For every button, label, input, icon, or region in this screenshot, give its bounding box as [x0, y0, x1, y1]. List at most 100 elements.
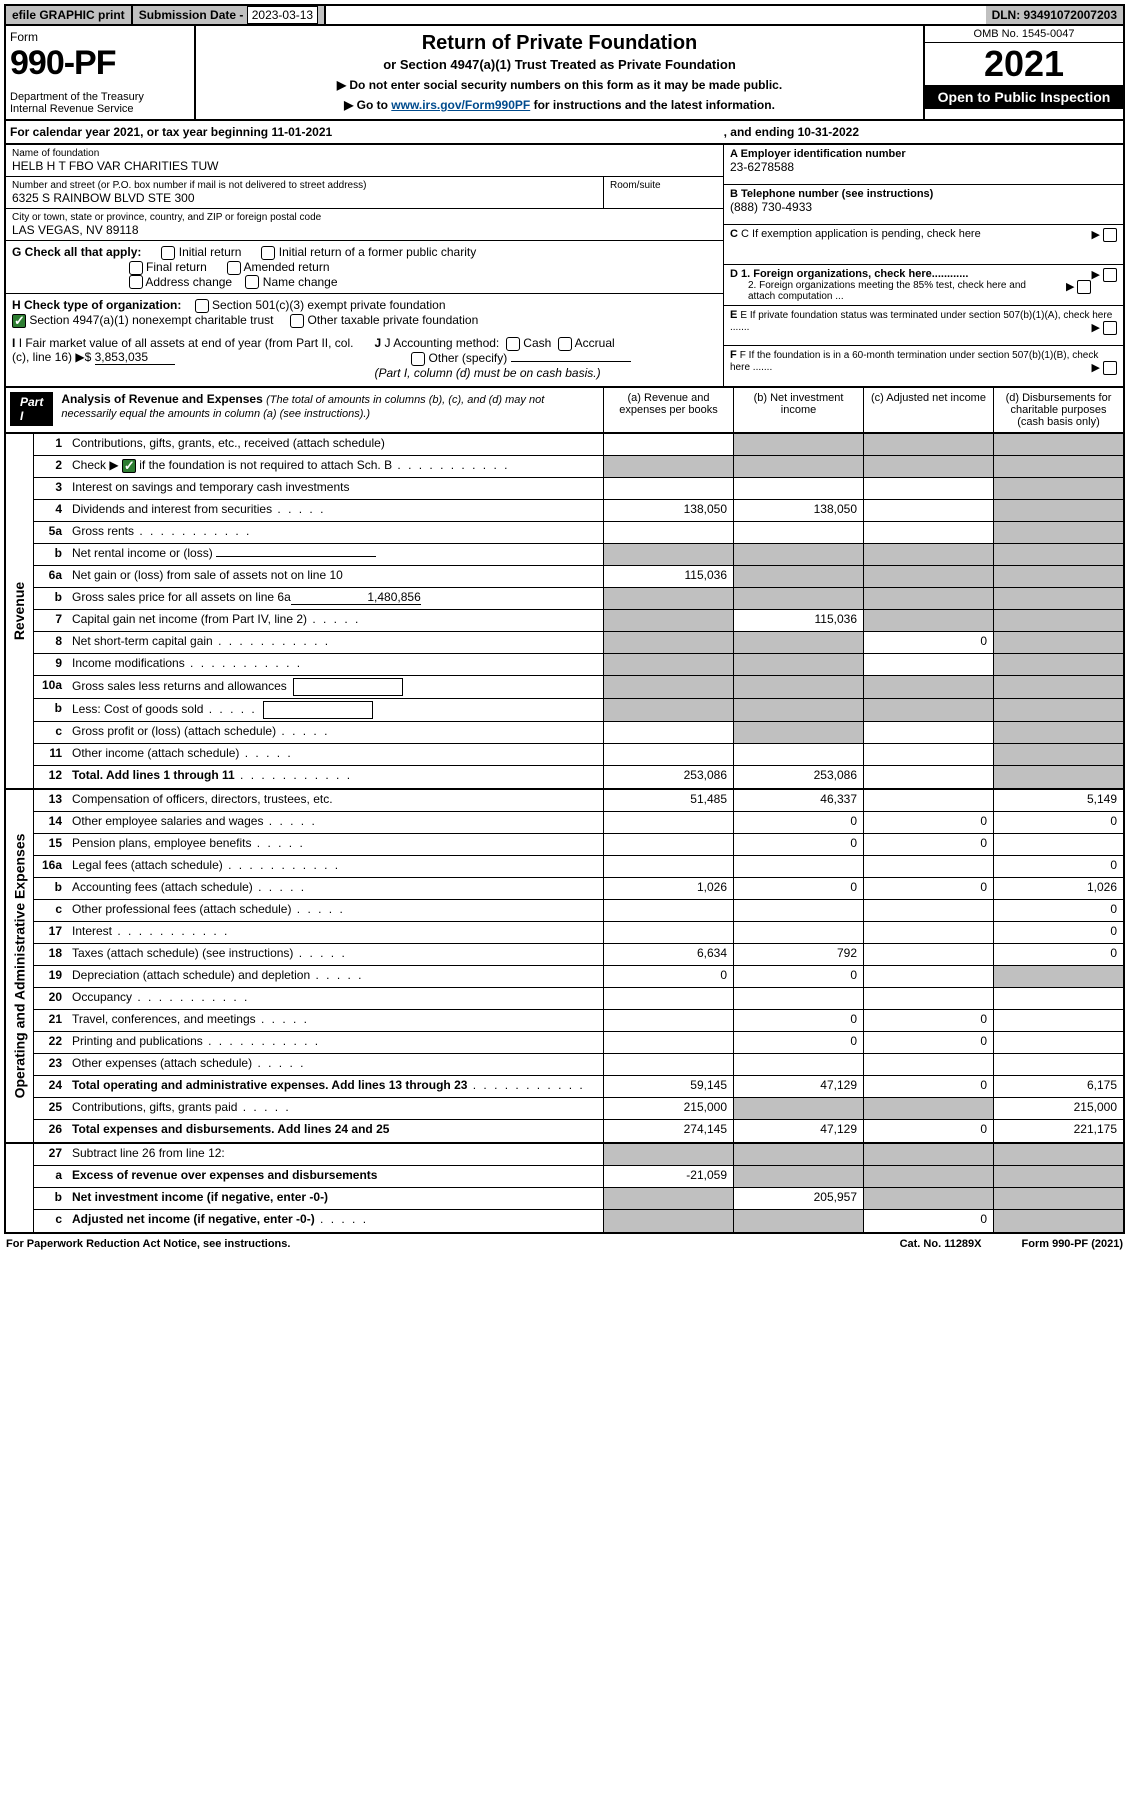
form-word: Form	[10, 30, 190, 44]
checkbox-schb[interactable]	[122, 459, 136, 473]
f-cell: F F If the foundation is in a 60-month t…	[724, 346, 1123, 386]
part1-column-header: Part I Analysis of Revenue and Expenses …	[4, 388, 1125, 434]
section-j: J J Accounting method: Cash Accrual Othe…	[355, 336, 718, 380]
checkbox-final-return[interactable]	[129, 261, 143, 275]
line-20: Occupancy	[68, 988, 603, 1009]
line-2: Check ▶ if the foundation is not require…	[68, 456, 603, 477]
line-25: Contributions, gifts, grants paid	[68, 1098, 603, 1119]
instructions-link[interactable]: www.irs.gov/Form990PF	[391, 98, 530, 112]
form-note-ssn: Do not enter social security numbers on …	[202, 78, 917, 92]
line-16a: Legal fees (attach schedule)	[68, 856, 603, 877]
checkbox-other-taxable[interactable]	[290, 314, 304, 328]
revenue-sidelabel: Revenue	[6, 434, 34, 788]
d-cell: D 1. Foreign organizations, check here..…	[724, 265, 1123, 306]
a-label: A Employer identification number	[730, 148, 906, 160]
city: LAS VEGAS, NV 89118	[12, 223, 717, 237]
room-cell: Room/suite	[603, 177, 723, 209]
fmv-value: 3,853,035	[95, 350, 175, 365]
tax-year: 2021	[925, 43, 1123, 85]
line-1: Contributions, gifts, grants, etc., rece…	[68, 434, 603, 455]
col-c-header: (c) Adjusted net income	[863, 388, 993, 432]
checkbox-other-method[interactable]	[411, 352, 425, 366]
foundation-name-cell: Name of foundation HELB H T FBO VAR CHAR…	[6, 145, 723, 177]
line-14: Other employee salaries and wages	[68, 812, 603, 833]
dept-treasury: Department of the Treasury Internal Reve…	[10, 91, 190, 115]
line-15: Pension plans, employee benefits	[68, 834, 603, 855]
line-27b: Net investment income (if negative, ente…	[68, 1188, 603, 1209]
section-g: G Check all that apply: Initial return I…	[6, 241, 723, 294]
section-i: I I Fair market value of all assets at e…	[12, 336, 355, 380]
address: 6325 S RAINBOW BLVD STE 300	[12, 191, 597, 205]
checkbox-initial-return[interactable]	[161, 246, 175, 260]
h-label: H Check type of organization:	[12, 298, 181, 312]
line-6b: Gross sales price for all assets on line…	[68, 588, 603, 609]
submission-date-value: 2023-03-13	[247, 6, 318, 24]
checkbox-initial-former[interactable]	[261, 246, 275, 260]
open-to-public: Open to Public Inspection	[925, 85, 1123, 109]
form-number-block: Form 990-PF Department of the Treasury I…	[6, 26, 196, 119]
note2-pre: Go to	[357, 98, 392, 112]
foundation-name: HELB H T FBO VAR CHARITIES TUW	[12, 159, 717, 173]
checkbox-c[interactable]	[1103, 228, 1117, 242]
omb-number: OMB No. 1545-0047	[925, 26, 1123, 43]
part1-tag: Part I	[10, 392, 53, 426]
form-header: Form 990-PF Department of the Treasury I…	[4, 26, 1125, 121]
city-cell: City or town, state or province, country…	[6, 209, 723, 241]
line-24: Total operating and administrative expen…	[68, 1076, 603, 1097]
checkbox-address-change[interactable]	[129, 275, 143, 289]
phone: (888) 730-4933	[730, 200, 812, 214]
line-16b: Accounting fees (attach schedule)	[68, 878, 603, 899]
checkbox-d2[interactable]	[1077, 280, 1091, 294]
line-13: Compensation of officers, directors, tru…	[68, 790, 603, 811]
g-label: G Check all that apply:	[12, 245, 141, 259]
form-subtitle: or Section 4947(a)(1) Trust Treated as P…	[202, 57, 917, 72]
ein: 23-6278588	[730, 160, 794, 174]
cal-begin: For calendar year 2021, or tax year begi…	[10, 125, 332, 139]
line-9: Income modifications	[68, 654, 603, 675]
checkbox-d1[interactable]	[1103, 268, 1117, 282]
line-18: Taxes (attach schedule) (see instruction…	[68, 944, 603, 965]
checkbox-501c3[interactable]	[195, 299, 209, 313]
dln: DLN: 93491072007203	[986, 6, 1123, 24]
line-23: Other expenses (attach schedule)	[68, 1054, 603, 1075]
footer-left: For Paperwork Reduction Act Notice, see …	[6, 1238, 290, 1250]
checkbox-cash[interactable]	[506, 337, 520, 351]
form-title: Return of Private Foundation	[202, 32, 917, 55]
checkbox-name-change[interactable]	[245, 275, 259, 289]
line-27a: Excess of revenue over expenses and disb…	[68, 1166, 603, 1187]
cal-end: , and ending 10-31-2022	[724, 125, 859, 139]
line-27: Subtract line 26 from line 12:	[68, 1144, 603, 1165]
opex-section: Operating and Administrative Expenses 13…	[4, 790, 1125, 1144]
col-b-header: (b) Net investment income	[733, 388, 863, 432]
calendar-year-row: For calendar year 2021, or tax year begi…	[4, 121, 1125, 145]
submission-date-label: Submission Date -	[139, 8, 247, 22]
checkbox-f[interactable]	[1103, 361, 1117, 375]
line-12: Total. Add lines 1 through 11	[68, 766, 603, 788]
efile-label: efile GRAPHIC print	[6, 6, 133, 24]
address-cell: Number and street (or P.O. box number if…	[6, 177, 603, 209]
line-5b: Net rental income or (loss)	[68, 544, 603, 565]
line-3: Interest on savings and temporary cash i…	[68, 478, 603, 499]
addr-label: Number and street (or P.O. box number if…	[12, 180, 597, 191]
opex-sidelabel: Operating and Administrative Expenses	[6, 790, 34, 1142]
identification-block: Name of foundation HELB H T FBO VAR CHAR…	[4, 145, 1125, 388]
room-label: Room/suite	[610, 180, 717, 191]
line-19: Depreciation (attach schedule) and deple…	[68, 966, 603, 987]
line-16c: Other professional fees (attach schedule…	[68, 900, 603, 921]
checkbox-accrual[interactable]	[558, 337, 572, 351]
note2-post: for instructions and the latest informat…	[534, 98, 775, 112]
line-10b: Less: Cost of goods sold	[68, 699, 603, 721]
checkbox-e[interactable]	[1103, 321, 1117, 335]
line-10c: Gross profit or (loss) (attach schedule)	[68, 722, 603, 743]
line-22: Printing and publications	[68, 1032, 603, 1053]
col-d-header: (d) Disbursements for charitable purpose…	[993, 388, 1123, 432]
ein-cell: A Employer identification number 23-6278…	[724, 145, 1123, 185]
form-note-link: Go to www.irs.gov/Form990PF for instruct…	[202, 98, 917, 112]
checkbox-4947a1[interactable]	[12, 314, 26, 328]
submission-date: Submission Date - 2023-03-13	[133, 6, 326, 24]
line-5a: Gross rents	[68, 522, 603, 543]
footer-mid: Cat. No. 11289X	[900, 1238, 982, 1250]
line-10a: Gross sales less returns and allowances	[68, 676, 603, 698]
line-26: Total expenses and disbursements. Add li…	[68, 1120, 603, 1142]
checkbox-amended[interactable]	[227, 261, 241, 275]
